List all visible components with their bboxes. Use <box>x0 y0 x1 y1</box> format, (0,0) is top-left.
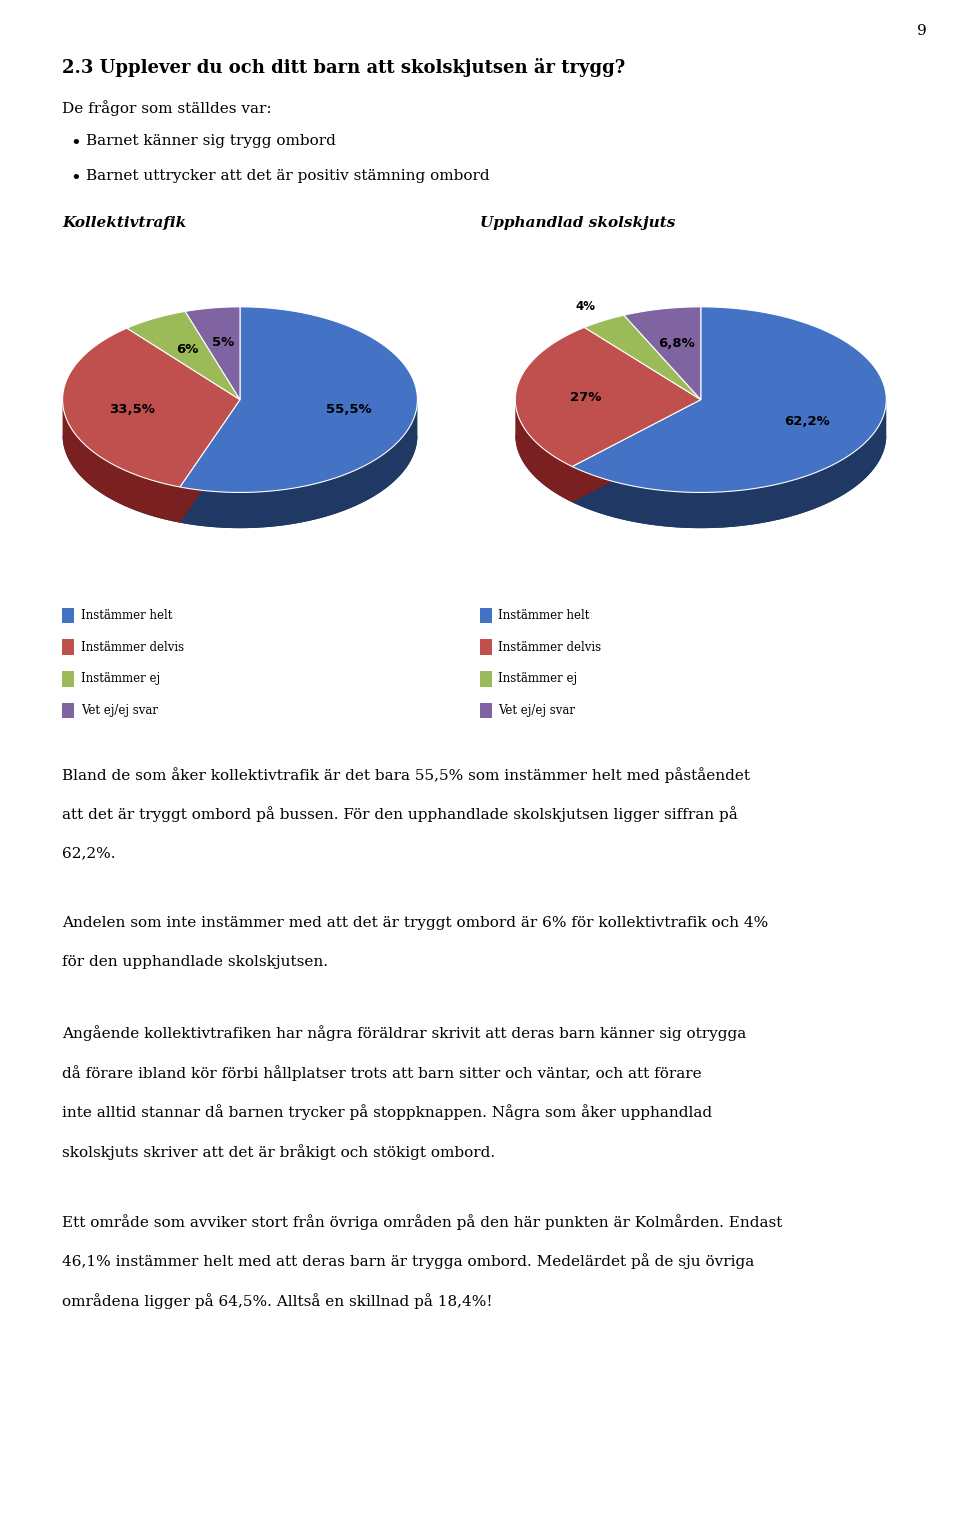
Text: 62,2%: 62,2% <box>784 415 830 428</box>
Text: Instämmer ej: Instämmer ej <box>81 673 159 685</box>
Polygon shape <box>572 399 886 529</box>
Polygon shape <box>180 399 418 529</box>
Polygon shape <box>62 401 180 523</box>
Text: Ett område som avviker stort från övriga områden på den här punkten är Kolmården: Ett område som avviker stort från övriga… <box>62 1214 782 1229</box>
Text: Vet ej/ej svar: Vet ej/ej svar <box>498 705 575 717</box>
Text: Bland de som åker kollektivtrafik är det bara 55,5% som instämmer helt med påstå: Bland de som åker kollektivtrafik är det… <box>62 767 751 782</box>
Text: Barnet känner sig trygg ombord: Barnet känner sig trygg ombord <box>86 134 336 147</box>
Text: Upphandlad skolskjuts: Upphandlad skolskjuts <box>480 216 676 229</box>
Text: 6,8%: 6,8% <box>658 337 695 349</box>
Polygon shape <box>585 314 701 399</box>
Text: Kollektivtrafik: Kollektivtrafik <box>62 216 186 229</box>
Polygon shape <box>516 399 572 503</box>
Text: Instämmer delvis: Instämmer delvis <box>81 641 183 653</box>
Text: •: • <box>70 134 81 152</box>
Text: 46,1% instämmer helt med att deras barn är trygga ombord. Medelärdet på de sju ö: 46,1% instämmer helt med att deras barn … <box>62 1253 755 1268</box>
Text: att det är tryggt ombord på bussen. För den upphandlade skolskjutsen ligger siff: att det är tryggt ombord på bussen. För … <box>62 807 738 822</box>
Text: Angående kollektivtrafiken har några föräldrar skrivit att deras barn känner sig: Angående kollektivtrafiken har några för… <box>62 1025 747 1041</box>
Text: inte alltid stannar då barnen trycker på stoppknappen. Några som åker upphandlad: inte alltid stannar då barnen trycker på… <box>62 1104 712 1120</box>
Polygon shape <box>180 399 240 523</box>
Text: Instämmer helt: Instämmer helt <box>81 609 172 621</box>
Text: 33,5%: 33,5% <box>108 403 155 416</box>
Text: Barnet uttrycker att det är positiv stämning ombord: Barnet uttrycker att det är positiv stäm… <box>86 169 490 182</box>
Text: 5%: 5% <box>211 336 234 349</box>
Text: för den upphandlade skolskjutsen.: för den upphandlade skolskjutsen. <box>62 955 328 969</box>
Polygon shape <box>180 399 240 523</box>
Text: •: • <box>70 169 81 187</box>
Text: 55,5%: 55,5% <box>325 403 372 416</box>
Text: Instämmer delvis: Instämmer delvis <box>498 641 601 653</box>
Polygon shape <box>572 399 701 503</box>
Text: då förare ibland kör förbi hållplatser trots att barn sitter och väntar, och att: då förare ibland kör förbi hållplatser t… <box>62 1065 702 1080</box>
Polygon shape <box>127 311 240 399</box>
Polygon shape <box>572 307 886 492</box>
Text: 6%: 6% <box>176 343 198 355</box>
Text: 27%: 27% <box>570 390 602 404</box>
Polygon shape <box>516 436 886 529</box>
Text: områdena ligger på 64,5%. Alltså en skillnad på 18,4%!: områdena ligger på 64,5%. Alltså en skil… <box>62 1293 493 1308</box>
Text: 62,2%.: 62,2%. <box>62 846 116 860</box>
Text: De frågor som ställdes var:: De frågor som ställdes var: <box>62 100 272 115</box>
Polygon shape <box>180 307 418 492</box>
Text: 2.3 Upplever du och ditt barn att skolskjutsen är trygg?: 2.3 Upplever du och ditt barn att skolsk… <box>62 58 626 77</box>
Text: 9: 9 <box>917 24 926 38</box>
Polygon shape <box>572 399 701 503</box>
Text: skolskjuts skriver att det är bråkigt och stökigt ombord.: skolskjuts skriver att det är bråkigt oc… <box>62 1144 495 1159</box>
Text: Instämmer helt: Instämmer helt <box>498 609 589 621</box>
Text: 4%: 4% <box>576 299 596 313</box>
Polygon shape <box>62 328 240 488</box>
Text: Instämmer ej: Instämmer ej <box>498 673 577 685</box>
Polygon shape <box>185 307 240 399</box>
Text: Andelen som inte instämmer med att det är tryggt ombord är 6% för kollektivtrafi: Andelen som inte instämmer med att det ä… <box>62 916 769 930</box>
Text: Vet ej/ej svar: Vet ej/ej svar <box>81 705 157 717</box>
Polygon shape <box>624 307 701 399</box>
Polygon shape <box>62 436 418 529</box>
Polygon shape <box>516 328 701 466</box>
